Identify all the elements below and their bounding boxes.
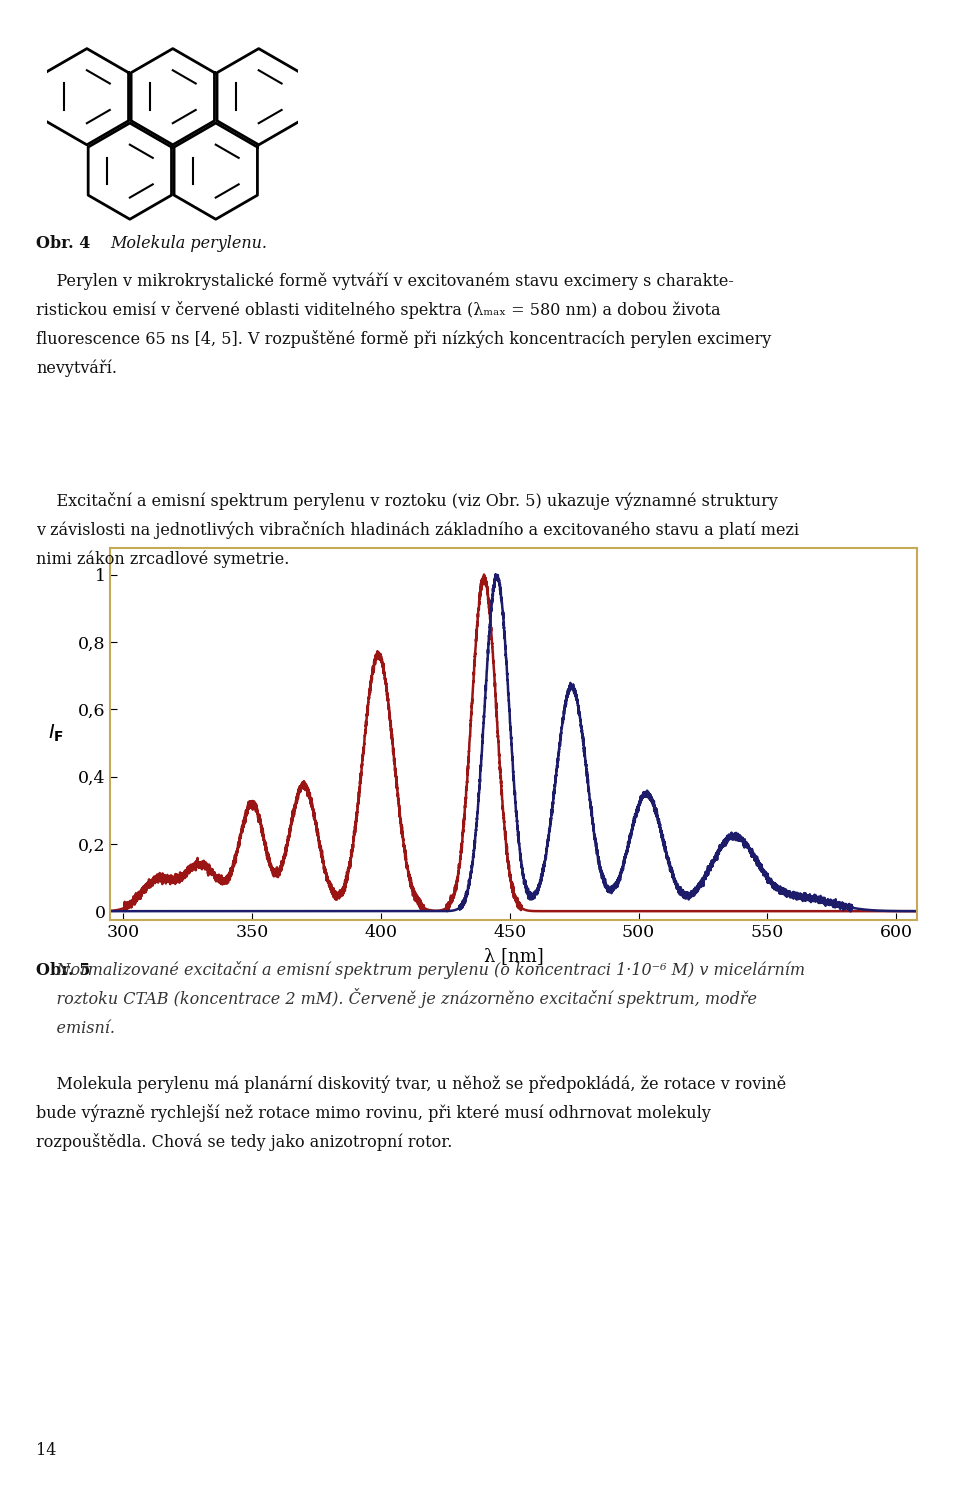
Text: v závislosti na jednotlivých vibračních hladinách základního a excitovaného stav: v závislosti na jednotlivých vibračních … xyxy=(36,521,800,539)
Text: roztoku CTAB (koncentrace 2 mM). Červeně je znázorněno excitační spektrum, modře: roztoku CTAB (koncentrace 2 mM). Červeně… xyxy=(36,988,757,1007)
Text: fluorescence 65 ns [4, 5]. V rozpuštěné formě při nízkých koncentracích perylen : fluorescence 65 ns [4, 5]. V rozpuštěné … xyxy=(36,330,772,348)
Text: emisní.: emisní. xyxy=(36,1019,115,1037)
Text: ristickou emisí v červené oblasti viditelného spektra (λₘₐₓ = 580 nm) a dobou ži: ristickou emisí v červené oblasti vidite… xyxy=(36,301,721,318)
X-axis label: λ [nm]: λ [nm] xyxy=(484,946,543,966)
Text: rozpouštědla. Chová se tedy jako anizotropní rotor.: rozpouštědla. Chová se tedy jako anizotr… xyxy=(36,1134,453,1152)
Text: Excitační a emisní spektrum perylenu v roztoku (viz Obr. 5) ukazuje významné str: Excitační a emisní spektrum perylenu v r… xyxy=(36,493,779,510)
Text: Obr. 4: Obr. 4 xyxy=(36,235,91,253)
Text: Perylen v mikrokrystalické formě vytváří v excitovaném stavu excimery s charakte: Perylen v mikrokrystalické formě vytváří… xyxy=(36,272,734,290)
Text: Normalizované excitační a emisní spektrum perylenu (o koncentraci 1·10⁻⁶ M) v mi: Normalizované excitační a emisní spektru… xyxy=(36,961,805,979)
Text: Molekula perylenu má planární diskovitý tvar, u něhož se předpokládá, že rotace : Molekula perylenu má planární diskovitý … xyxy=(36,1076,787,1094)
Text: 14: 14 xyxy=(36,1442,57,1460)
Text: Obr. 5: Obr. 5 xyxy=(36,961,91,979)
Text: nevytváří.: nevytváří. xyxy=(36,359,117,376)
Y-axis label: $\mathit{I}_\mathbf{F}$: $\mathit{I}_\mathbf{F}$ xyxy=(48,723,63,744)
Text: nimi zákon zrcadlové symetrie.: nimi zákon zrcadlové symetrie. xyxy=(36,551,290,568)
Text: bude výrazně rychlejší než rotace mimo rovinu, při které musí odhrnovat molekuly: bude výrazně rychlejší než rotace mimo r… xyxy=(36,1104,711,1122)
Text: Molekula perylenu.: Molekula perylenu. xyxy=(110,235,268,253)
